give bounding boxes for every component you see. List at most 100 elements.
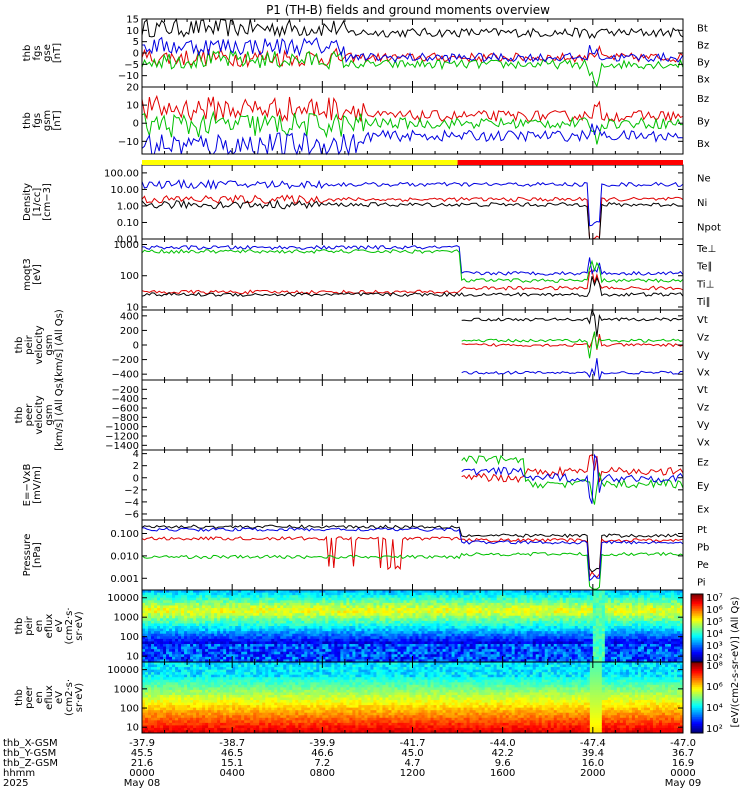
- spectrogram-cell: [358, 656, 362, 660]
- spectrogram-cell: [541, 636, 546, 640]
- spectrogram-cell: [403, 654, 407, 658]
- spectrogram-cell: [145, 644, 149, 647]
- spectrogram-cell: [496, 628, 501, 632]
- spectrogram-cell: [460, 623, 464, 627]
- spectrogram-cell: [340, 654, 344, 658]
- spectrogram-cell: [457, 600, 461, 604]
- spectrogram-cell: [163, 613, 167, 617]
- spectrogram-cell: [535, 613, 540, 617]
- spectrogram-cell: [547, 633, 552, 637]
- spectrogram-cell: [592, 595, 597, 599]
- spectrogram-cell: [163, 620, 167, 624]
- spectrogram-cell: [244, 613, 248, 617]
- spectrogram-cell: [523, 649, 528, 653]
- spectrogram-cell: [559, 654, 564, 658]
- spectrogram-cell: [409, 631, 413, 635]
- spectrogram-cell: [457, 628, 461, 632]
- spectrogram-cell: [193, 646, 197, 650]
- spectrogram-cell: [433, 631, 437, 635]
- spectrogram-cell: [391, 633, 395, 637]
- spectrogram-cell: [532, 654, 537, 658]
- spectrogram-cell: [262, 654, 266, 658]
- spectrogram-cell: [292, 613, 296, 617]
- panel-9: thb peir en eflux eV (cm2·s· sr·eV)10000100010…: [14, 589, 684, 663]
- spectrogram-cell: [235, 659, 239, 663]
- spectrogram-cell: [487, 615, 492, 619]
- spectrogram-cell: [388, 620, 392, 624]
- spectrogram-cell: [529, 626, 534, 629]
- spectrogram-cell: [226, 636, 230, 640]
- spectrogram-cell: [508, 602, 513, 606]
- spectrogram-cell: [370, 610, 374, 614]
- spectrogram-cell: [247, 651, 251, 655]
- spectrogram-cell: [160, 600, 164, 604]
- spectrogram-cell: [241, 628, 245, 632]
- spectrogram-cell: [295, 638, 299, 642]
- spectrogram-cell: [190, 631, 194, 635]
- spectrogram-cell: [301, 592, 305, 596]
- spectrogram-cell: [427, 659, 431, 663]
- spectrogram-cell: [361, 623, 365, 627]
- spectrogram-cell: [547, 659, 552, 663]
- spectrogram-cell: [181, 608, 185, 611]
- spectrogram-cell: [571, 620, 576, 624]
- spectrogram-cell: [514, 656, 519, 660]
- spectrogram-cell: [160, 646, 164, 650]
- spectrogram-cell: [400, 602, 404, 606]
- spectrogram-cell: [388, 613, 392, 617]
- spectrogram-cell: [322, 597, 326, 601]
- spectrogram-cell: [175, 608, 179, 611]
- spectrogram-cell: [214, 633, 218, 637]
- spectrogram-cell: [232, 605, 236, 609]
- spectrogram-cell: [187, 623, 191, 627]
- spectrogram-cell: [325, 659, 329, 663]
- spectrogram-cell: [592, 590, 597, 593]
- spectrogram-cell: [370, 605, 374, 609]
- spectrogram-cell: [154, 597, 158, 601]
- spectrogram-cell: [268, 646, 272, 650]
- spectrogram-cell: [583, 608, 588, 611]
- spectrogram-cell: [361, 590, 365, 593]
- spectrogram-cell: [157, 618, 161, 622]
- spectrogram-cell: [433, 651, 437, 655]
- spectrogram-cell: [226, 633, 230, 637]
- spectrogram-cell: [328, 636, 332, 640]
- spectrogram-cell: [172, 615, 176, 619]
- spectrogram-cell: [247, 656, 251, 660]
- spectrogram-cell: [256, 631, 260, 635]
- spectrogram-cell: [346, 618, 350, 622]
- spectrogram-cell: [238, 656, 242, 660]
- panel-5-ylabel-line: thb: [14, 337, 25, 354]
- spectrogram-cell: [214, 592, 218, 596]
- spectrogram-cell: [586, 610, 591, 614]
- spectrogram-cell: [520, 651, 525, 655]
- spectrogram-cell: [265, 590, 269, 593]
- spectrogram-cell: [607, 626, 612, 629]
- spectrogram-cell: [580, 620, 585, 624]
- spectrogram-cell: [199, 636, 203, 640]
- spectrogram-cell: [463, 590, 467, 593]
- spectrogram-cell: [289, 659, 293, 663]
- spectrogram-cell: [214, 623, 218, 627]
- spectrogram-cell: [178, 602, 182, 606]
- spectrogram-cell: [421, 628, 425, 632]
- spectrogram-cell: [211, 590, 215, 593]
- spectrogram-cell: [340, 656, 344, 660]
- spectrogram-cell: [172, 610, 176, 614]
- spectrogram-cell: [145, 651, 149, 655]
- spectrogram-cell: [493, 638, 498, 642]
- spectrogram-cell: [466, 597, 471, 601]
- spectrogram-cell: [373, 610, 377, 614]
- spectrogram-cell: [241, 615, 245, 619]
- spectrogram-cell: [208, 592, 212, 596]
- spectrogram-cell: [295, 654, 299, 658]
- spectrogram-cell: [319, 656, 323, 660]
- spectrogram-cell: [394, 656, 398, 660]
- spectrogram-cell: [379, 595, 383, 599]
- spectrogram-cell: [376, 659, 380, 663]
- spectrogram-cell: [235, 620, 239, 624]
- spectrogram-cell: [316, 605, 320, 609]
- spectrogram-cell: [346, 626, 350, 629]
- spectrogram-cell: [574, 641, 579, 645]
- spectrogram-cell: [505, 654, 510, 658]
